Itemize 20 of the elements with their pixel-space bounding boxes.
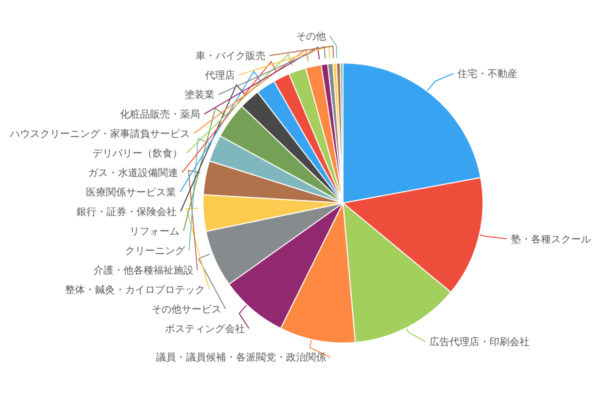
slice-label: 銀行・証券・保険会社: [76, 206, 177, 218]
slice-label: クリーニング: [124, 246, 186, 258]
slice-label: リフォーム: [129, 226, 180, 238]
slice-label: ガス・水道設備関連: [88, 167, 178, 180]
slice-label: 車・バイク販売: [196, 50, 266, 62]
slice-label: ハウスクリーニング・家事請負サービス: [8, 128, 190, 140]
slice-label: 議員・議員候補・各派閥党・政治関係: [156, 352, 326, 364]
slice-label: デリバリー（飲食）: [92, 148, 183, 160]
slice-label: 整体・鍼灸・カイロプロテック: [65, 284, 206, 296]
slice-label: その他サービス: [152, 304, 222, 316]
slice-label: 塾・各種スクール: [510, 233, 591, 246]
slice-label: 塗装業: [184, 89, 215, 102]
slice-label: 住宅・不動産: [458, 68, 518, 80]
slice-label: ポスティング会社: [164, 323, 245, 336]
slice-label: 介護・他各種福祉施設: [93, 264, 194, 277]
slice-label: その他: [296, 30, 326, 43]
slice-label: 代理店: [204, 70, 235, 82]
slice-label: 広告代理店・印刷会社: [429, 336, 530, 348]
slice-label: 化粧品販売・薬局: [120, 108, 200, 121]
slice-label: 医療関係サービス業: [86, 186, 176, 199]
